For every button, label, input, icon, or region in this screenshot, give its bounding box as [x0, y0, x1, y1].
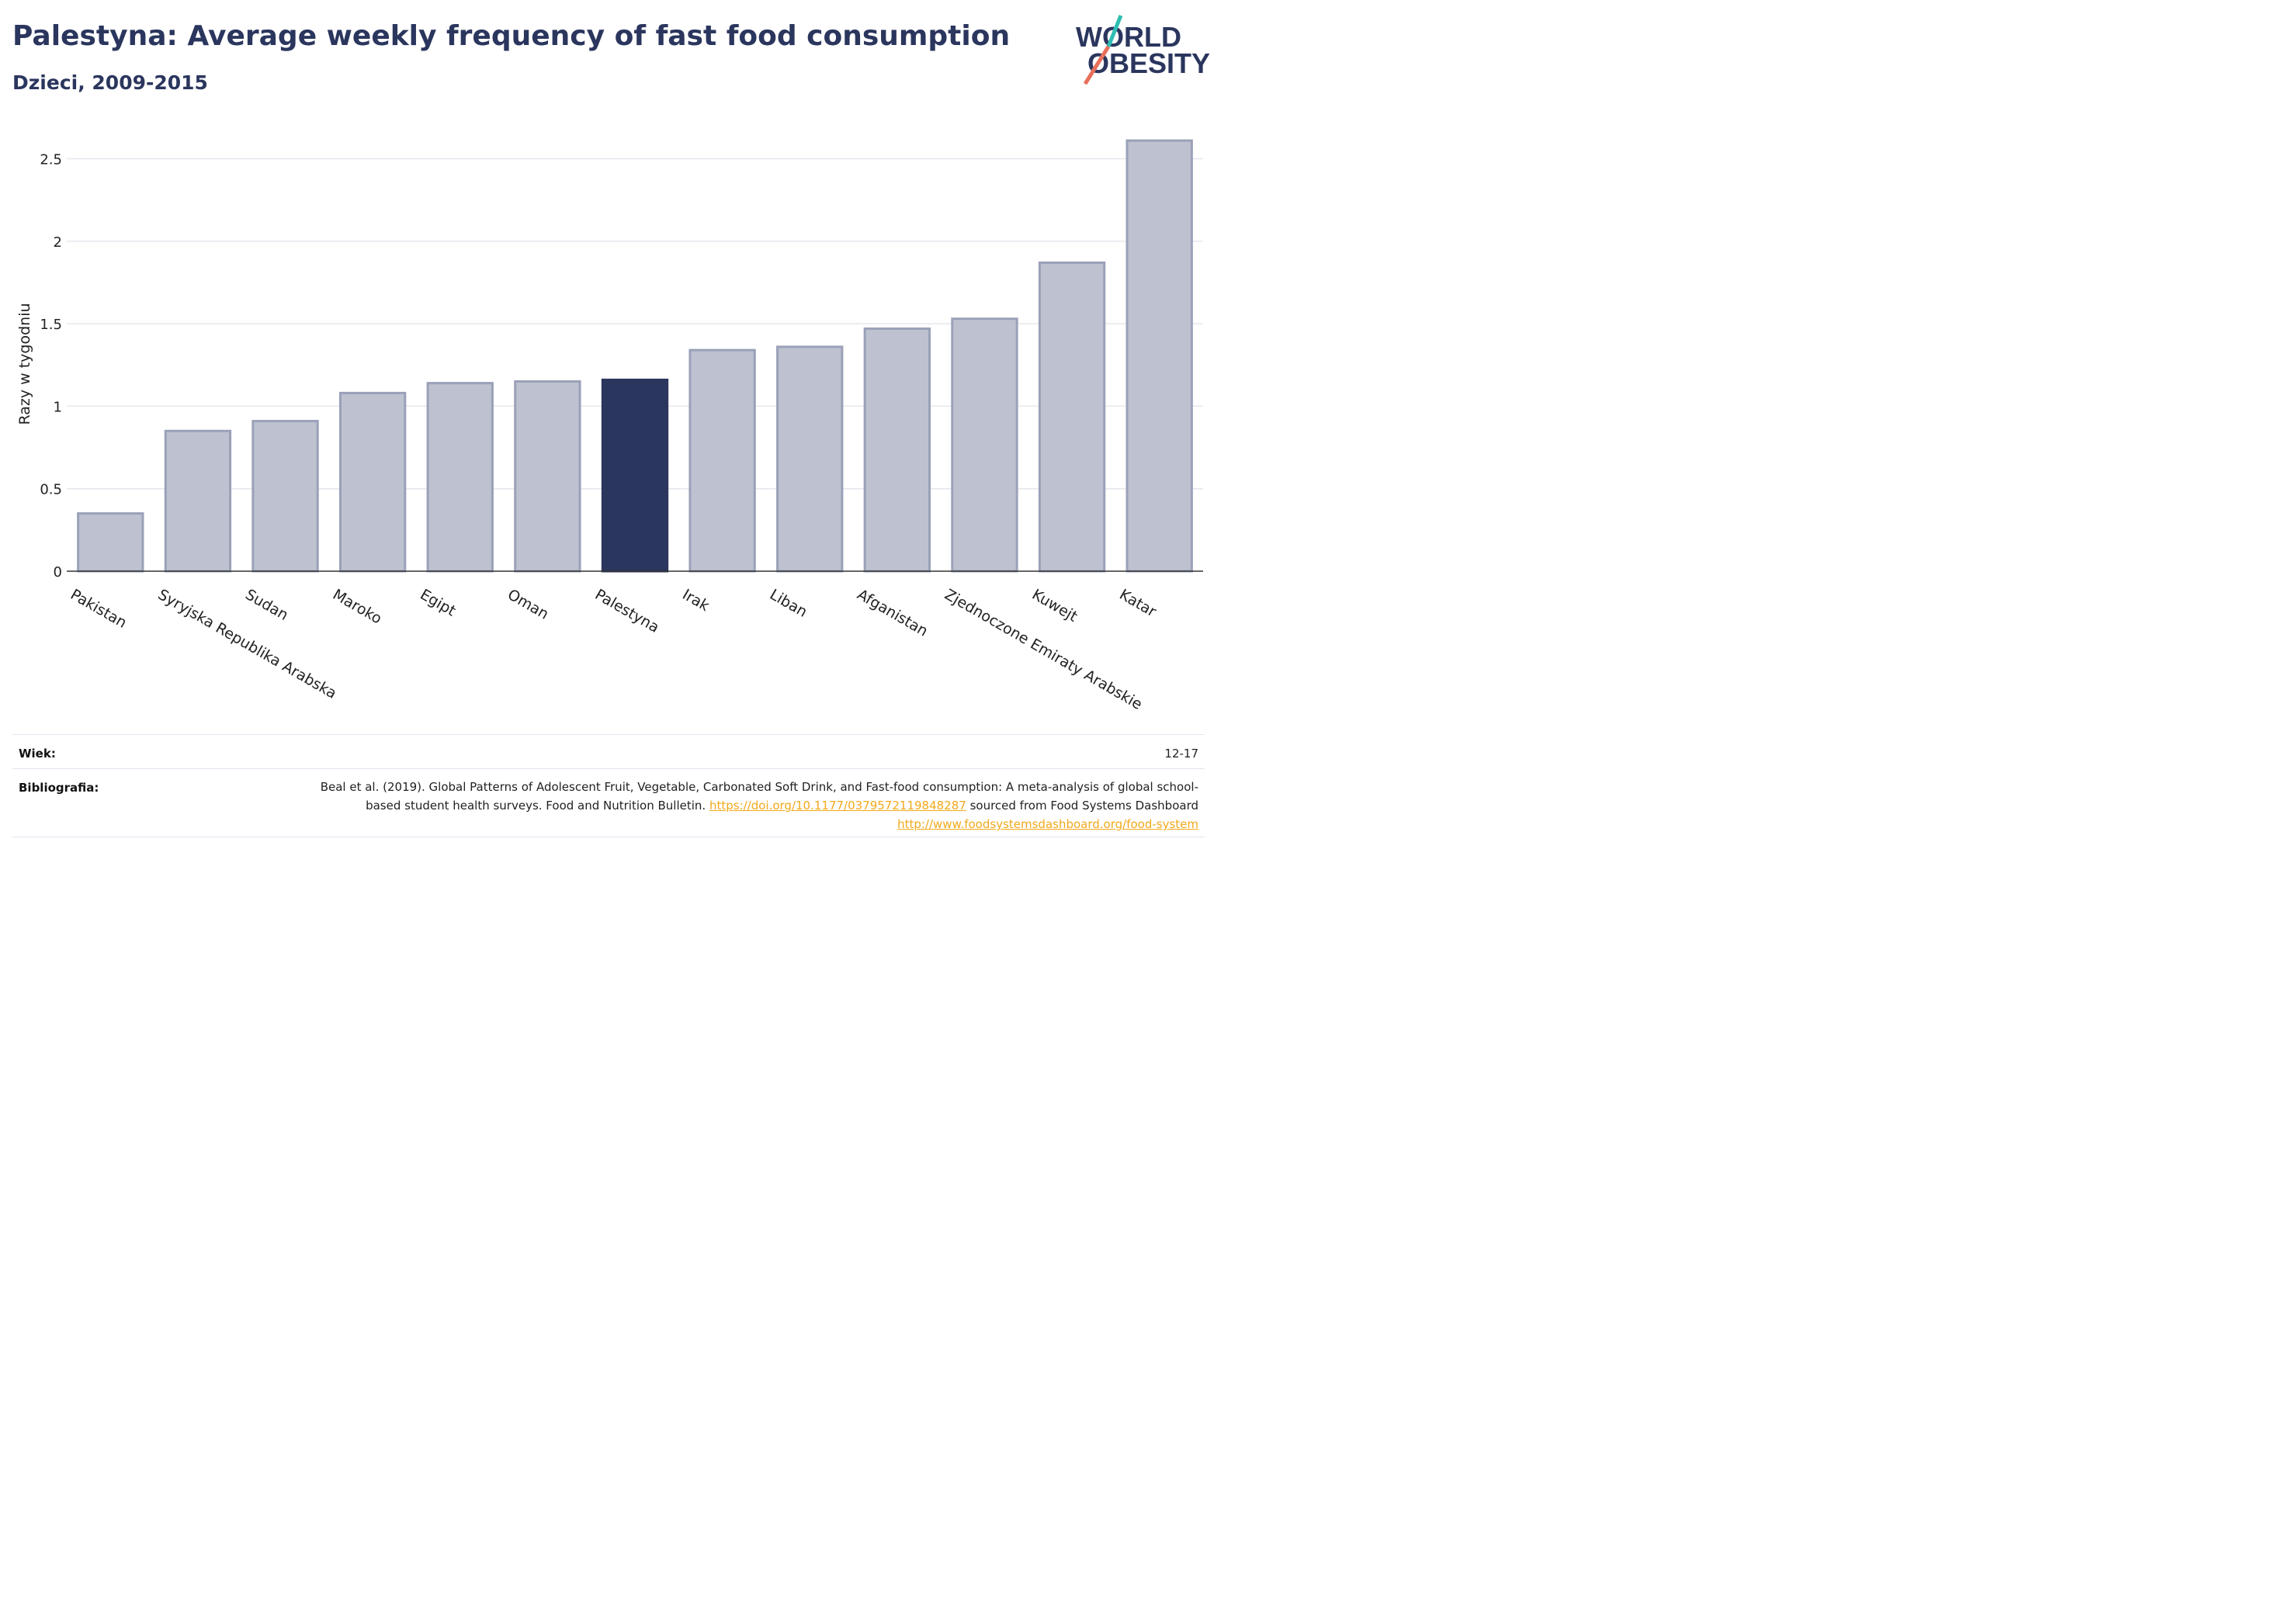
bars [77, 139, 1193, 573]
age-label: Wiek: [19, 747, 56, 761]
food-systems-link[interactable]: http://www.foodsystemsdashboard.org/food… [897, 817, 1198, 831]
bibliography-text: Beal et al. (2019). Global Patterns of A… [314, 778, 1198, 834]
bibliography-citation: Beal et al. (2019). Global Patterns of A… [320, 780, 1198, 813]
x-tick-label: Oman [505, 586, 551, 623]
x-tick-label: Katar [1116, 586, 1159, 620]
age-value: 12-17 [1164, 747, 1198, 761]
footer-divider-top [12, 734, 1205, 735]
bar-syryjska-republika-arabska [164, 429, 232, 573]
logo-slash-red [1083, 45, 1111, 85]
doi-link[interactable]: https://doi.org/10.1177/0379572119848287 [709, 799, 966, 813]
y-tick-label: 2 [54, 234, 62, 251]
logo-line1: WORLD [1076, 21, 1181, 53]
bar-kuwejt [1038, 261, 1106, 573]
bar-irak [688, 348, 756, 573]
bar-egipt [426, 382, 494, 573]
x-tick-label: Pakistan [68, 586, 130, 632]
bar-liban [776, 345, 844, 573]
y-ticks: 0 0.5 1 1.5 2 2.5 [40, 152, 62, 581]
bar-oman [514, 380, 581, 573]
bibliography-source: sourced from Food Systems Dashboard [969, 799, 1198, 813]
bibliography-label: Bibliografia: [19, 781, 99, 795]
bar-pakistan [77, 512, 144, 573]
bar-afganistan [863, 327, 931, 573]
x-tick-label: Liban [767, 586, 810, 621]
x-tick-label: Kuwejt [1029, 586, 1080, 626]
logo-slash-teal [1106, 15, 1123, 47]
y-tick-label: 1 [54, 399, 62, 415]
bar-palestyna [601, 378, 669, 573]
y-tick-label: 0 [54, 564, 62, 581]
bar-sudan [251, 420, 319, 573]
y-tick-label: 0.5 [40, 482, 62, 498]
y-axis-label: Razy w tygodniu [16, 303, 33, 425]
bar-zjednoczone-emiraty-arabskie [951, 317, 1018, 573]
x-tick-label: Afganistan [855, 586, 931, 640]
bar-maroko [338, 391, 407, 573]
y-tick-label: 1.5 [40, 317, 62, 333]
logo-line2: OBESITY [1087, 47, 1210, 79]
chart-subtitle: Dzieci, 2009-2015 [12, 71, 208, 94]
bar-chart: 0 0.5 1 1.5 2 2.5 Pakistan Syryjska Republika … [16, 139, 1203, 713]
chart-title: Palestyna: Average weekly frequency of f… [12, 20, 1011, 52]
x-tick-label: Sudan [242, 586, 291, 624]
x-tick-label: Egipt [417, 586, 458, 619]
x-tick-label: Maroko [330, 586, 385, 628]
x-tick-label: Palestyna [592, 586, 662, 636]
bar-katar [1125, 139, 1193, 573]
y-tick-label: 2.5 [40, 152, 62, 168]
footer-divider-middle [12, 768, 1205, 769]
x-tick-label: Irak [679, 586, 712, 615]
world-obesity-logo: WORLD OBESITY [1076, 15, 1210, 85]
